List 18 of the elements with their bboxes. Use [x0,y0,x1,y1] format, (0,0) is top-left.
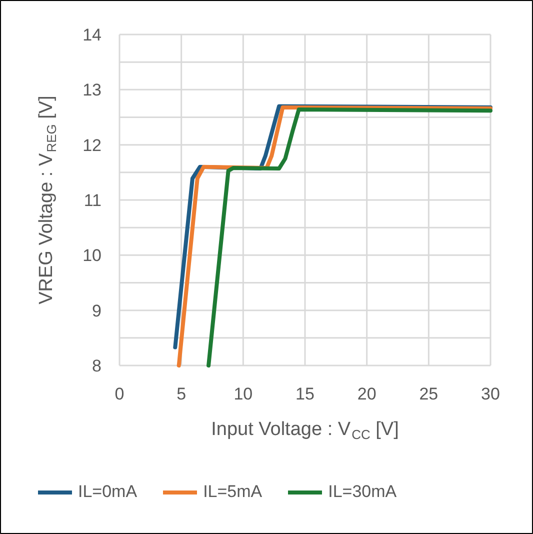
x-tick-label: 25 [419,384,438,404]
y-tick-label: 8 [92,356,102,376]
y-tick-label: 12 [82,136,102,155]
x-tick-label: 15 [296,384,314,404]
y-axis-title: VREG Voltage : VREG [V] [36,96,59,304]
x-tick-label: 20 [357,384,376,404]
y-tick-label: 10 [82,246,102,266]
y-tick-label: 13 [82,80,102,100]
x-tick-label: 30 [481,384,500,404]
x-tick-label: 5 [176,384,186,404]
y-tick-label: 14 [82,26,102,44]
y-tick-label: 11 [84,191,102,210]
legend-label: IL=0mA [78,482,138,502]
legend-label: IL=30mA [328,482,397,502]
x-tick-label: 0 [114,384,124,404]
legend-label: IL=5mA [203,482,262,502]
y-tick-label: 9 [92,301,102,320]
x-tick-label: 10 [234,384,253,404]
